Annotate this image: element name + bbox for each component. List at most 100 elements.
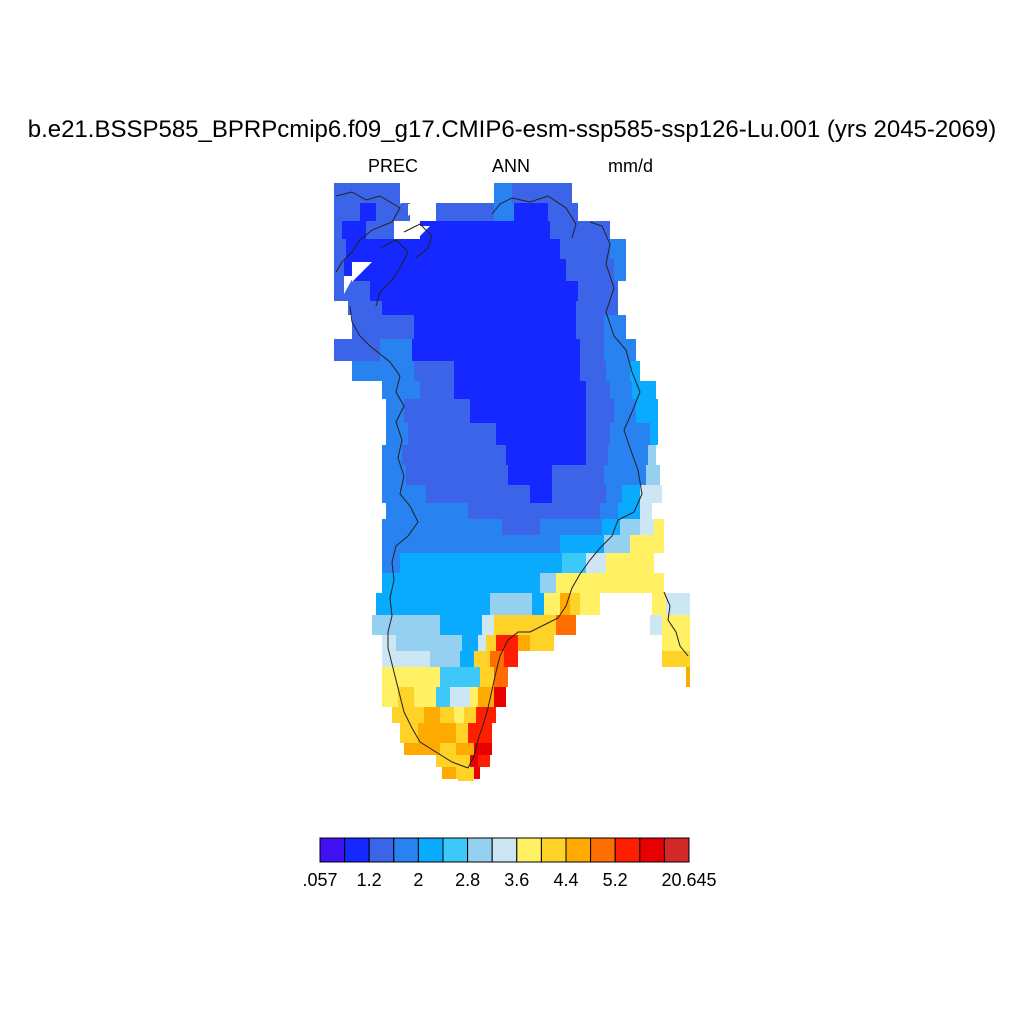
map-cell (646, 465, 660, 485)
map-cell (648, 445, 656, 465)
map-cell (468, 485, 500, 503)
map-cell (372, 615, 392, 635)
map-cell (478, 635, 486, 651)
map-cell (342, 221, 352, 239)
map-cell (544, 593, 560, 615)
map-cell (426, 485, 468, 503)
map-cell (412, 339, 460, 361)
map-cell (598, 573, 614, 593)
map-cell (400, 573, 440, 593)
map-cell (492, 707, 496, 723)
map-cell (366, 339, 380, 361)
colorbar-box (344, 837, 370, 863)
map-cell (530, 399, 586, 423)
map-cell (380, 239, 420, 259)
map-cell (406, 707, 424, 723)
map-cell (470, 203, 494, 221)
map-cell (640, 503, 652, 519)
map-cell (520, 553, 548, 573)
map-cell (604, 535, 630, 553)
map-cell (408, 423, 430, 445)
map-cell (576, 315, 604, 339)
map-cell (496, 635, 504, 651)
map-cell (640, 519, 654, 535)
map-cell (480, 667, 494, 687)
map-cell (560, 535, 590, 553)
map-cell (532, 593, 544, 615)
map-cell (530, 423, 586, 445)
map-cell (372, 361, 396, 381)
map-cell (602, 519, 620, 535)
map-cell (502, 519, 540, 535)
colorbar-labels: .057 1.2 2 2.8 3.6 4.4 5.2 20.645 (302, 870, 716, 890)
map-cell (470, 301, 530, 315)
map-cell (468, 503, 500, 519)
map-cell (440, 667, 460, 687)
map-cell (614, 399, 636, 423)
map-cell (382, 519, 400, 535)
map-cell (580, 465, 604, 485)
map-cell (380, 339, 412, 361)
map-cell (630, 361, 640, 381)
colorbar-box (540, 837, 567, 863)
map-cell (636, 399, 658, 423)
map-cell (436, 755, 456, 767)
map-cell (404, 399, 420, 423)
colorbar-tick-label: 3.6 (504, 870, 529, 890)
map-cell (474, 743, 480, 755)
map-cell (382, 183, 400, 203)
map-cell (508, 465, 526, 485)
map-cell (424, 687, 436, 707)
map-cell (362, 301, 382, 315)
map-cell (410, 615, 440, 635)
colorbar-box (393, 837, 419, 863)
map-cell (654, 519, 664, 535)
map-cell (546, 615, 556, 635)
map-cell (392, 615, 410, 635)
map-cell (574, 573, 586, 593)
map-cell (500, 485, 530, 503)
map-cell (410, 281, 470, 301)
map-cell (676, 651, 690, 667)
plot-title: b.e21.BSSP585_BPRPcmip6.f09_g17.CMIP6-es… (27, 116, 997, 143)
missing-data-gap (408, 204, 424, 216)
map-cell (382, 651, 396, 667)
map-cell (400, 723, 418, 743)
map-cell (440, 723, 456, 743)
map-cell (520, 259, 566, 281)
map-cell (494, 667, 508, 687)
missing-data-gap (344, 276, 354, 294)
map-cell (382, 465, 406, 485)
map-cell (352, 221, 366, 239)
map-cell (464, 535, 504, 553)
map-cell (530, 445, 586, 465)
map-cell (430, 651, 460, 667)
map-cell (586, 399, 614, 423)
map-cell (514, 203, 548, 221)
map-cell (376, 203, 396, 221)
map-cell (414, 687, 424, 707)
map-cell (606, 485, 622, 503)
map-cell (650, 423, 658, 445)
map-cell (470, 593, 490, 615)
map-cell (458, 769, 474, 781)
colorbar-box (565, 837, 592, 863)
map-cell (474, 767, 480, 779)
map-cell (676, 635, 690, 651)
colorbar-box (319, 837, 346, 863)
map-cell (386, 399, 404, 423)
map-cells (334, 183, 690, 781)
map-cell (556, 183, 572, 203)
colorbar-box (639, 837, 665, 863)
map-cell (504, 535, 560, 553)
map-cell (440, 535, 464, 553)
map-cell (372, 315, 386, 339)
units-label: mm/d (608, 156, 653, 176)
colorbar-tick-label: 1.2 (357, 870, 382, 890)
map-cell (470, 399, 530, 423)
map-cell (400, 535, 440, 553)
map-cell (348, 281, 370, 301)
map-cell (350, 339, 366, 361)
